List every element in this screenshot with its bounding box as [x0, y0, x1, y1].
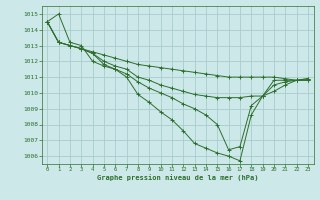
X-axis label: Graphe pression niveau de la mer (hPa): Graphe pression niveau de la mer (hPa)	[97, 174, 258, 181]
